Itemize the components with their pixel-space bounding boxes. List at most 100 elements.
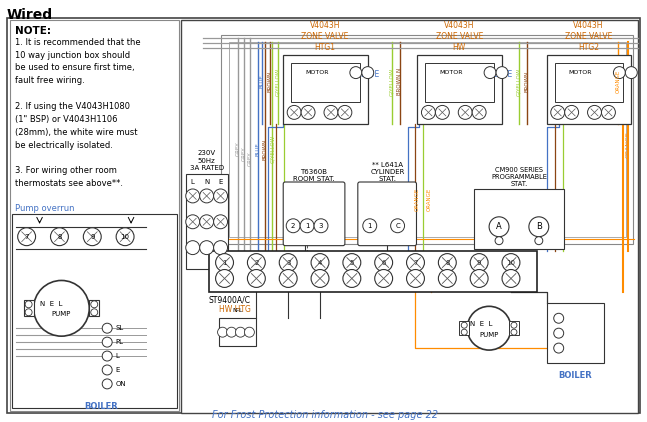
Text: BLUE: BLUE [360,70,379,79]
Text: ** L641A
CYLINDER
STAT.: ** L641A CYLINDER STAT. [371,162,405,182]
Text: 230V
50Hz
3A RATED: 230V 50Hz 3A RATED [190,150,224,171]
Circle shape [502,270,520,287]
Text: PUMP: PUMP [52,311,71,317]
Circle shape [565,106,578,119]
Text: MOTOR: MOTOR [569,70,593,75]
Circle shape [554,343,564,353]
Circle shape [83,228,101,246]
Text: GREY: GREY [236,142,241,157]
FancyBboxPatch shape [358,182,417,246]
Text: ON: ON [115,381,126,387]
Circle shape [554,313,564,323]
Circle shape [502,254,520,271]
Circle shape [472,106,486,119]
Circle shape [343,270,361,287]
Circle shape [470,270,488,287]
Text: MOTOR: MOTOR [439,70,463,75]
Circle shape [314,219,328,233]
Circle shape [300,219,314,233]
Circle shape [280,270,297,287]
Text: N  E  L: N E L [40,301,63,307]
Text: BROWN: BROWN [268,71,273,92]
Bar [181,20,639,413]
Text: G/YELLOW: G/YELLOW [270,135,275,163]
Text: L: L [115,353,119,359]
Circle shape [286,219,300,233]
Circle shape [311,270,329,287]
Circle shape [226,327,236,337]
Text: 10: 10 [120,234,129,240]
Circle shape [551,106,565,119]
Text: 9: 9 [477,260,481,265]
Circle shape [391,219,404,233]
Text: BROWN N: BROWN N [397,68,402,95]
Text: BROWN: BROWN [263,138,268,160]
Text: V4043H
ZONE VALVE
HW: V4043H ZONE VALVE HW [435,21,483,52]
Bar [291,62,360,103]
Bar [417,55,502,124]
Circle shape [350,67,362,78]
Text: 1. It is recommended that the
10 way junction box should
be used to ensure first: 1. It is recommended that the 10 way jun… [15,38,140,188]
Text: G/YELLOW: G/YELLOW [389,68,394,96]
Circle shape [236,327,245,337]
Circle shape [102,351,112,361]
Text: 8: 8 [445,260,450,265]
Bar [459,321,469,335]
Text: 7: 7 [25,234,29,240]
Bar [221,35,633,243]
Circle shape [200,241,214,254]
Circle shape [214,189,228,203]
Circle shape [102,379,112,389]
Circle shape [375,254,393,271]
Circle shape [186,241,200,254]
Circle shape [496,67,508,78]
Circle shape [301,106,315,119]
Text: Pump overrun: Pump overrun [15,204,74,213]
Text: C: C [395,223,400,229]
Circle shape [25,301,32,308]
Text: N  E  L: N E L [470,321,492,327]
Circle shape [102,365,112,375]
Text: 8: 8 [57,234,61,240]
Circle shape [435,106,449,119]
Circle shape [217,327,228,337]
Text: N: N [204,179,209,185]
Circle shape [91,309,98,316]
Text: 1: 1 [223,260,227,265]
Circle shape [489,217,509,237]
Text: V4043H
ZONE VALVE
HTG1: V4043H ZONE VALVE HTG1 [302,21,349,52]
Text: PL: PL [115,339,123,345]
Circle shape [439,270,456,287]
Circle shape [375,270,393,287]
Circle shape [50,228,69,246]
Text: N-L: N-L [232,308,243,313]
Bar [283,55,367,124]
Text: ORANGE: ORANGE [626,131,631,157]
Circle shape [406,254,424,271]
Text: A: A [496,222,502,231]
Circle shape [613,67,626,78]
Text: ORANGE: ORANGE [427,187,432,211]
Bar [554,62,623,103]
Circle shape [511,329,517,335]
Text: E: E [219,179,223,185]
Text: E: E [115,367,120,373]
Text: BLUE: BLUE [493,70,512,79]
Text: CM900 SERIES
PROGRAMMABLE
STAT.: CM900 SERIES PROGRAMMABLE STAT. [491,167,547,187]
Circle shape [439,254,456,271]
Circle shape [186,215,200,229]
FancyBboxPatch shape [283,182,345,246]
Text: ORANGE: ORANGE [415,187,420,211]
Text: HW HTG: HW HTG [219,306,250,314]
Circle shape [91,301,98,308]
Text: Wired: Wired [6,8,53,22]
Text: BLUE: BLUE [260,75,265,89]
Circle shape [280,254,297,271]
Circle shape [343,254,361,271]
Circle shape [34,281,89,336]
Circle shape [247,270,265,287]
Circle shape [214,215,228,229]
Bar [12,214,177,408]
Text: 1: 1 [367,223,372,229]
Circle shape [311,254,329,271]
